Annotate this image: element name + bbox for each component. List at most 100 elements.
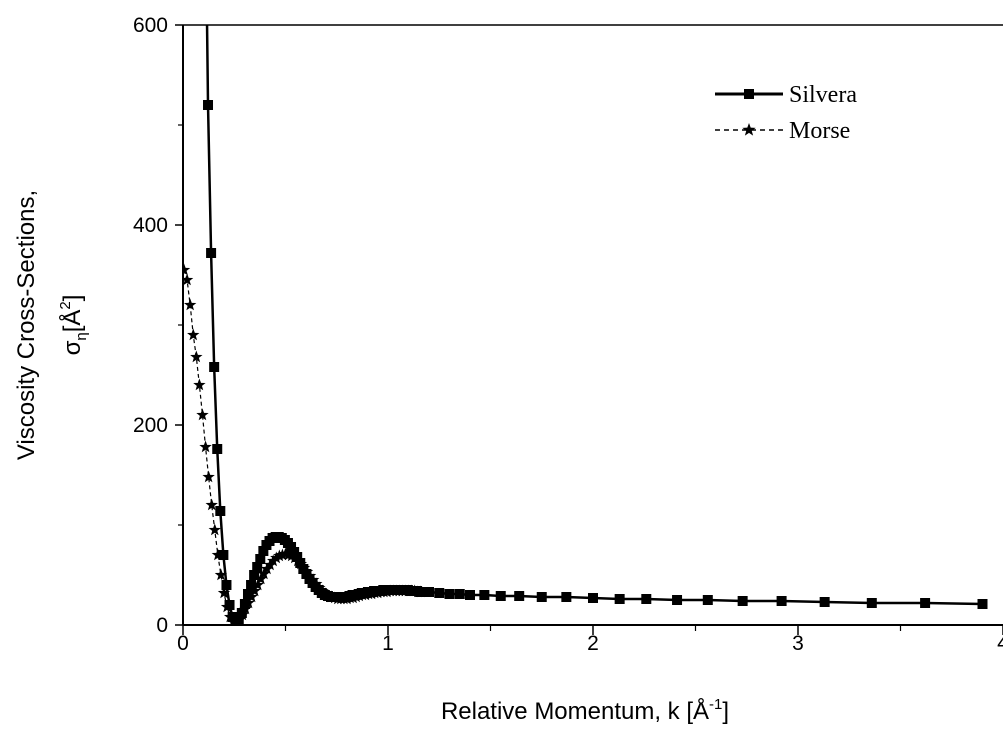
y-axis-title-line2: ση[Å2] (57, 295, 90, 356)
data-point-silvera (819, 597, 830, 607)
data-point-morse (236, 608, 249, 621)
tick-labels: 0 1 2 3 4 0 200 400 600 (133, 14, 1003, 655)
data-point-morse (199, 440, 212, 453)
data-point-silvera (465, 590, 475, 600)
data-point-morse (313, 581, 326, 594)
legend-marker-silvera (744, 89, 754, 99)
data-point-morse (300, 565, 314, 578)
x-axis-title: Relative Momentum, k [Å-1] (441, 696, 729, 725)
y-tick-label: 200 (133, 414, 168, 437)
data-point-silvera (209, 362, 220, 372)
x-tick-label: 0 (177, 632, 189, 655)
data-point-morse (316, 584, 329, 597)
data-point-silvera (258, 546, 269, 556)
data-point-morse (183, 298, 197, 311)
data-point-morse (303, 569, 317, 582)
data-point-silvera (218, 550, 229, 560)
data-point-morse (190, 350, 203, 363)
data-point-silvera (776, 596, 787, 606)
data-point-morse (248, 584, 261, 597)
data-point-silvera (866, 598, 877, 608)
x-tick-label: 2 (587, 632, 599, 655)
series-silvera (203, 25, 988, 625)
data-point-morse (193, 378, 206, 391)
legend-marker-morse (742, 123, 756, 136)
x-tick-label: 4 (997, 632, 1003, 655)
data-point-morse (208, 523, 221, 536)
data-point-morse (183, 263, 191, 276)
series-layer (183, 25, 988, 625)
data-point-morse (227, 615, 240, 625)
data-point-morse (414, 585, 427, 598)
data-point-morse (291, 554, 304, 567)
data-point-morse (319, 587, 332, 600)
y-axis-title-unit: [Å (58, 310, 86, 333)
data-point-morse (239, 602, 252, 615)
plot-frame (182, 24, 1003, 626)
data-point-silvera (246, 580, 257, 590)
data-point-morse (220, 600, 234, 613)
data-point-silvera (614, 594, 625, 604)
data-point-silvera (221, 580, 232, 590)
data-point-morse (223, 610, 237, 623)
data-point-morse (267, 554, 280, 567)
data-point-morse (288, 551, 301, 564)
x-tick-label: 1 (382, 632, 394, 655)
data-point-morse (187, 328, 200, 341)
data-point-silvera (672, 595, 683, 605)
y-tick-label: 0 (156, 614, 168, 637)
data-point-morse (211, 548, 225, 561)
data-point-silvera (588, 593, 598, 603)
data-point-silvera (249, 570, 260, 580)
data-point-silvera (514, 591, 525, 601)
data-point-morse (294, 557, 308, 570)
data-point-silvera (203, 100, 214, 110)
y-tick-label: 600 (133, 14, 168, 37)
data-point-silvera (561, 592, 572, 602)
data-point-morse (183, 273, 194, 286)
data-point-silvera (977, 599, 988, 609)
legend-label-morse: Morse (789, 118, 850, 144)
data-point-silvera (212, 444, 223, 454)
data-point-silvera (239, 599, 250, 609)
axis-ticks (175, 24, 1003, 635)
data-point-silvera (702, 595, 713, 605)
data-point-morse (196, 408, 209, 421)
data-point-silvera (444, 589, 455, 599)
data-point-silvera (252, 562, 263, 572)
data-point-morse (310, 577, 323, 590)
y-axis-title: Viscosity Cross-Sections, ση[Å2] (13, 190, 90, 460)
data-point-silvera (255, 554, 266, 564)
data-point-morse (251, 578, 265, 591)
y-axis-title-line1: Viscosity Cross-Sections, (13, 190, 40, 460)
data-point-silvera (737, 596, 748, 606)
data-point-morse (202, 470, 215, 483)
y-axis-title-sup: 2 (57, 301, 74, 309)
data-point-silvera (495, 591, 506, 601)
data-point-silvera (206, 248, 217, 258)
y-axis-title-sigma: σ (59, 340, 86, 355)
data-point-silvera (242, 589, 253, 599)
data-point-morse (205, 498, 218, 511)
legend-entry-silvera: Silvera (715, 82, 857, 108)
data-point-morse (214, 568, 228, 581)
data-point-silvera (641, 594, 652, 604)
data-point-morse (217, 586, 231, 599)
data-point-morse (245, 590, 258, 603)
data-point-silvera (536, 592, 547, 602)
data-point-silvera (434, 588, 445, 598)
data-point-silvera (479, 590, 490, 600)
data-point-morse (270, 551, 283, 564)
data-point-morse (230, 616, 243, 625)
series-line-silvera (205, 25, 983, 624)
legend: Silvera Morse (715, 82, 857, 144)
data-point-morse (285, 549, 298, 562)
series-morse (183, 263, 427, 625)
data-point-silvera (454, 589, 465, 599)
x-tick-label: 3 (792, 632, 804, 655)
data-point-silvera (424, 587, 434, 597)
y-tick-label: 400 (133, 214, 168, 237)
data-point-silvera (920, 598, 931, 608)
legend-entry-morse: Morse (715, 118, 850, 144)
